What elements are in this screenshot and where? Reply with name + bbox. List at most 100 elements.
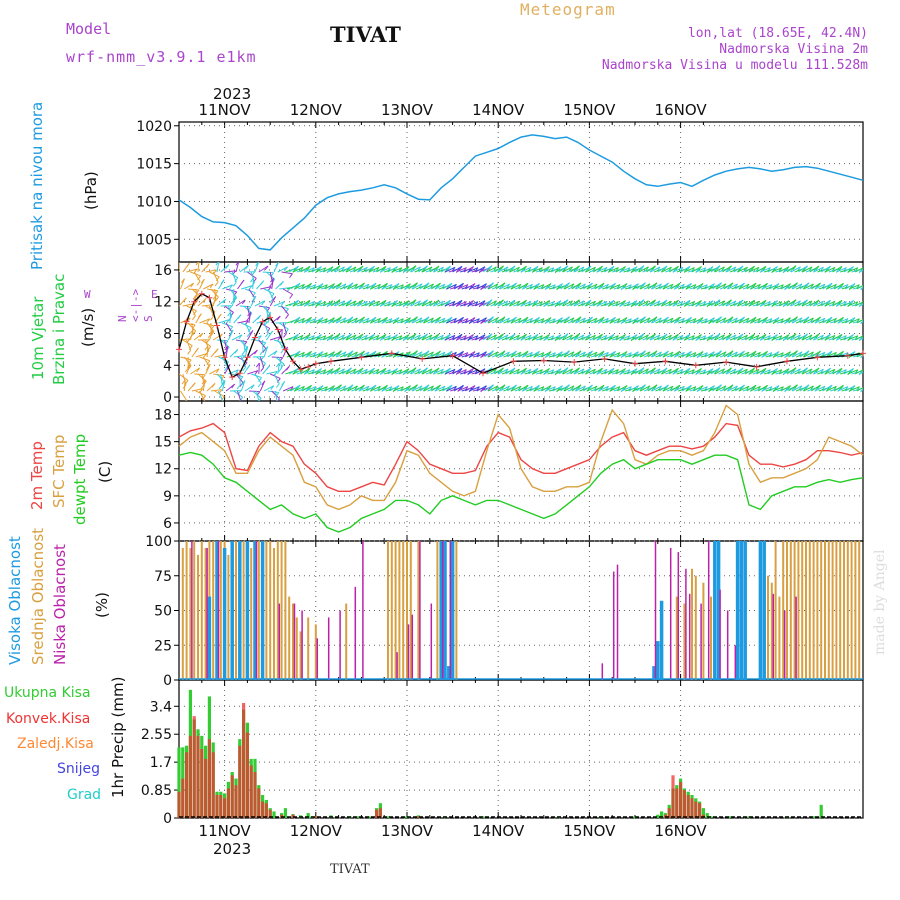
wind-barb-flag — [487, 386, 492, 392]
wind-barb — [463, 368, 474, 375]
wind-barb-flag — [230, 299, 235, 305]
wind-barb — [292, 266, 304, 273]
wind-barb — [760, 335, 771, 341]
wind-barb — [281, 271, 293, 275]
wind-barb-flag — [435, 265, 440, 271]
wind-barb-flag — [665, 350, 669, 356]
wind-barb — [347, 283, 358, 290]
y-tick-label: 6 — [163, 516, 172, 532]
wind-barb — [693, 351, 704, 358]
wind-barb — [809, 367, 820, 375]
wind-barb — [761, 386, 773, 392]
wind-barb-flag — [791, 318, 796, 324]
date-label-bottom: 15NOV — [563, 822, 616, 840]
wind-barb-flag — [561, 335, 566, 341]
wind-barb — [389, 385, 400, 392]
wind-barb — [836, 369, 847, 375]
wind-barb-flag — [610, 368, 615, 373]
model-name: wrf-nmm_v3.9.1 e1km — [66, 48, 257, 66]
wind-barb — [368, 368, 380, 375]
wind-barb — [545, 318, 556, 324]
precip-conv-bar — [416, 816, 420, 818]
wind-barb-flag — [197, 313, 202, 318]
wind-barb — [756, 333, 767, 341]
wind-barb-flag — [186, 262, 190, 268]
wind-barb — [856, 285, 863, 290]
wind-barb — [541, 317, 552, 324]
wind-barb — [421, 300, 433, 307]
precip-conv-bar — [188, 735, 192, 818]
wind-barb — [581, 265, 592, 273]
wind-barb — [235, 299, 246, 307]
wind-barb-flag — [563, 352, 568, 358]
wind-barb — [608, 301, 619, 307]
wind-barb — [224, 270, 236, 273]
wind-barb-flag — [817, 316, 821, 322]
cloud-mid-bar — [387, 541, 389, 680]
wind-barb — [509, 300, 520, 307]
wind-barb — [267, 288, 274, 299]
wind-barb-flag — [247, 327, 252, 332]
wind-barb-flag — [284, 266, 288, 272]
wind-barb — [585, 334, 596, 341]
wind-barb — [558, 299, 569, 307]
wind-barb — [266, 371, 278, 375]
cloud-mid-bar — [710, 596, 712, 680]
wind-barb — [583, 384, 593, 392]
wind-barb — [573, 334, 585, 341]
wind-barb — [608, 369, 619, 375]
wind-barb-flag — [698, 266, 702, 271]
wind-barb-flag — [536, 351, 540, 356]
wind-barb — [516, 265, 527, 273]
wind-barb — [194, 373, 206, 376]
wind-barb — [463, 266, 474, 273]
wind-barb — [714, 300, 725, 307]
wind-barb — [860, 321, 863, 324]
cloud-mid-bar — [193, 541, 196, 680]
wind-barb-flag — [470, 266, 474, 271]
wind-barb-flag — [587, 333, 592, 339]
wind-barb-flag — [639, 386, 644, 392]
cloud-mid-bar — [390, 541, 393, 680]
wind-barb — [505, 333, 516, 341]
wind-barb-flag — [437, 384, 441, 390]
y-tick-label: 50 — [154, 604, 172, 620]
wind-barb-flag — [610, 266, 615, 271]
wind-barb — [855, 301, 863, 307]
wind-barb-flag — [181, 278, 185, 284]
wind-barb-flag — [361, 282, 365, 288]
wind-barb — [528, 265, 539, 273]
wind-barb — [552, 351, 563, 358]
wind-barb-flag — [652, 265, 656, 271]
wind-barb-flag — [437, 316, 441, 322]
wind-barb — [710, 333, 721, 341]
wind-barb — [499, 385, 510, 392]
wind-barb — [330, 333, 341, 341]
wind-barb — [843, 300, 854, 307]
precip-conv-bar — [249, 765, 253, 818]
wind-barb-flag — [792, 333, 797, 338]
wind-barb — [516, 299, 527, 307]
wind-barb — [343, 384, 354, 392]
wind-barb — [225, 322, 233, 333]
cloud-low-bar — [654, 541, 657, 680]
wind-barb-flag — [448, 282, 453, 288]
wind-barb — [767, 334, 778, 341]
wind-barb — [594, 350, 605, 358]
wind-barb — [727, 283, 738, 290]
wind-barb — [710, 265, 721, 273]
wind-barb — [552, 283, 563, 290]
wind-barb — [628, 283, 639, 290]
wind-barb-flag — [850, 334, 854, 339]
wind-barb — [497, 300, 509, 307]
cloud-mid-bar — [812, 541, 815, 680]
wind-barb-flag — [485, 301, 490, 307]
precip-total-bar — [306, 813, 310, 818]
cloud-mid-bar — [691, 568, 693, 680]
wind-barb — [733, 299, 744, 307]
wind-barb-flag — [485, 267, 490, 273]
wind-barb — [467, 369, 479, 375]
wind-barb — [486, 266, 497, 273]
wind-barb-flag — [577, 316, 582, 322]
